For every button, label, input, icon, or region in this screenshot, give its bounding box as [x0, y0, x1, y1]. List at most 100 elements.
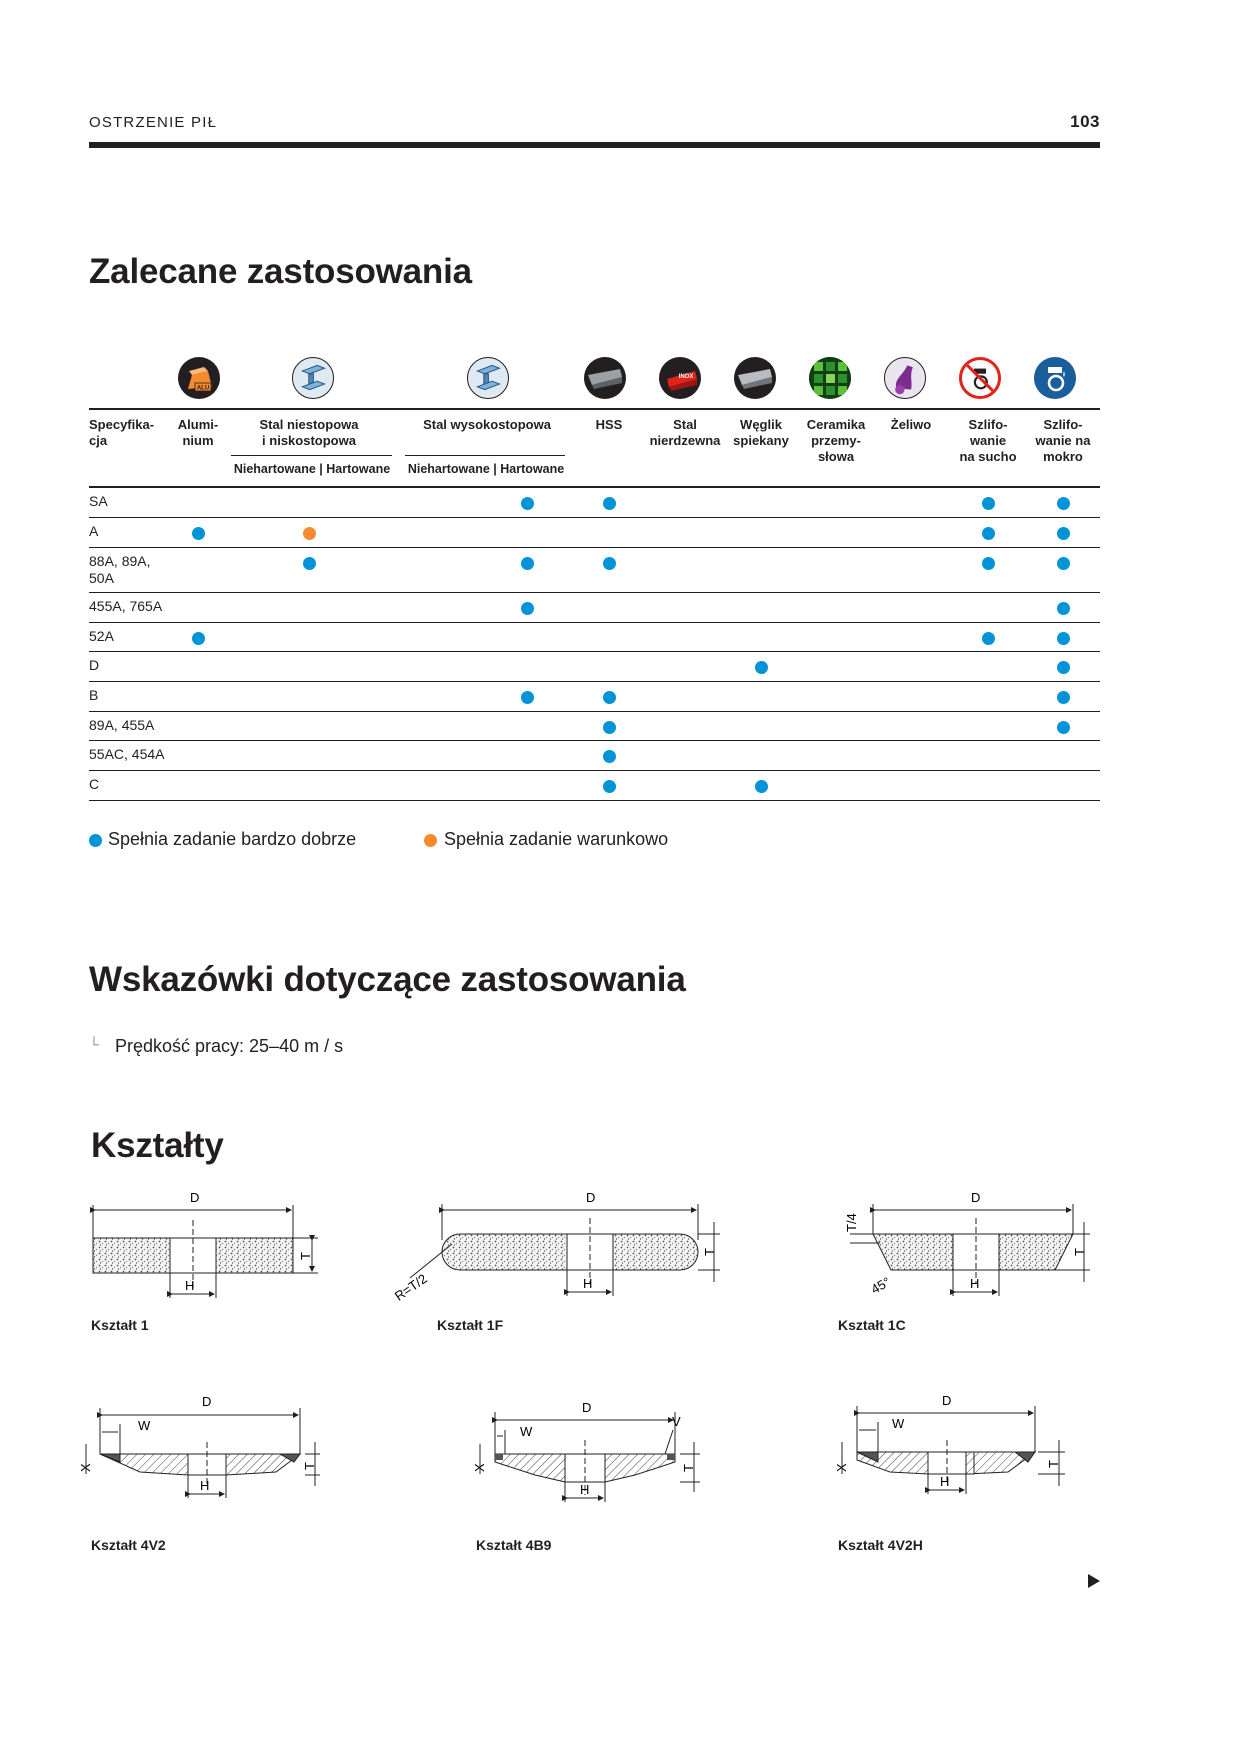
rating-good-dot — [1056, 557, 1070, 570]
section-title-hints: Wskazówki dotyczące zastosowania — [89, 960, 686, 999]
cast-iron-icon — [884, 357, 926, 399]
column-header: Szlifo- wanie na mokro — [1035, 417, 1091, 464]
svg-text:T: T — [681, 1464, 696, 1472]
table-row-rule — [89, 711, 1100, 712]
rating-good-dot — [1056, 497, 1070, 510]
table-row-rule — [89, 622, 1100, 623]
column-header: Stal niestopowa i niskostopowa — [259, 417, 359, 448]
wet-grinding-icon — [1034, 357, 1076, 399]
dim-label-X: X — [80, 1463, 93, 1472]
shape-caption-1c: Kształt 1C — [838, 1317, 906, 1333]
inox-icon: INOX — [659, 357, 701, 399]
rating-good-dot — [981, 497, 995, 510]
column-header: Ceramika przemy- słowa — [806, 417, 866, 464]
row-spec-label: A — [89, 523, 99, 539]
row-spec-label: 88A, 89A, 50A — [89, 553, 151, 586]
column-header-spec: Specyfika- cja — [89, 417, 155, 448]
dim-label-T4: T/4 — [844, 1213, 859, 1232]
subheader-hardness-2: Niehartowane | Hartowane — [407, 462, 565, 476]
aluminium-icon: ALU — [178, 357, 220, 399]
rating-good-dot — [754, 661, 768, 674]
shape-1-drawing: D H T — [90, 1190, 318, 1298]
rating-good-dot — [602, 750, 616, 763]
rating-good-dot — [602, 557, 616, 570]
table-header-rule — [89, 486, 1100, 488]
dim-label-H: H — [185, 1278, 194, 1293]
svg-text:H: H — [970, 1276, 979, 1291]
shape-caption-1: Kształt 1 — [91, 1317, 149, 1333]
rating-good-dot — [1056, 661, 1070, 674]
dim-label-R: R=T/2 — [392, 1271, 430, 1304]
rating-good-dot — [520, 497, 534, 510]
legend-conditional-dot — [424, 834, 437, 847]
svg-text:INOX: INOX — [679, 374, 694, 380]
svg-text:W: W — [520, 1424, 533, 1439]
rating-good-dot — [602, 780, 616, 793]
page-number: 103 — [1070, 112, 1100, 131]
shape-caption-1f: Kształt 1F — [437, 1317, 504, 1333]
rating-good-dot — [981, 557, 995, 570]
shape-4v2-drawing: D W H X T — [80, 1394, 320, 1498]
rating-good-dot — [981, 527, 995, 540]
column-header: Szlifo- wanie na sucho — [959, 417, 1017, 464]
dim-label-T: T — [298, 1252, 313, 1260]
svg-text:D: D — [586, 1190, 595, 1205]
svg-text:X: X — [472, 1463, 487, 1472]
rating-conditional-dot — [302, 527, 316, 540]
rating-good-dot — [602, 691, 616, 704]
table-row-rule — [89, 517, 1100, 518]
shape-drawings: D H T D H T R=T/2 — [80, 1190, 1090, 1502]
dim-label-angle: 45° — [868, 1274, 893, 1297]
shape-4b9-drawing: D W H X T V — [472, 1400, 700, 1502]
table-row-rule — [89, 592, 1100, 593]
svg-text:H: H — [200, 1478, 209, 1493]
high-alloy-steel-beam-icon — [467, 357, 509, 399]
legend-good-label: Spełnia zadanie bardzo dobrze — [108, 829, 357, 849]
table-row-rule — [89, 800, 1100, 801]
column-header: Stal wysokostopowa — [423, 417, 551, 432]
table-row-rule — [89, 651, 1100, 652]
list-bullet-icon: └ — [89, 1036, 99, 1052]
shape-caption-4v2: Kształt 4V2 — [91, 1537, 166, 1553]
svg-text:D: D — [582, 1400, 591, 1415]
rating-good-dot — [191, 527, 205, 540]
svg-text:T: T — [1072, 1248, 1087, 1256]
dim-label-V: V — [672, 1414, 681, 1429]
steel-beam-icon — [292, 357, 334, 399]
rating-good-dot — [302, 557, 316, 570]
shape-1c-drawing: D H T T/4 45° — [844, 1190, 1090, 1297]
svg-text:D: D — [202, 1394, 211, 1409]
svg-text:T: T — [302, 1462, 317, 1470]
svg-text:D: D — [971, 1190, 980, 1205]
svg-text:X: X — [834, 1463, 849, 1472]
table-row-rule — [89, 740, 1100, 741]
rating-good-dot — [1056, 527, 1070, 540]
row-spec-label: 55AC, 454A — [89, 746, 165, 762]
column-header: HSS — [595, 417, 623, 432]
row-spec-label: D — [89, 657, 100, 673]
rating-good-dot — [520, 557, 534, 570]
dry-grinding-icon — [959, 357, 1001, 399]
table-row-rule — [89, 547, 1100, 548]
svg-text:D: D — [942, 1393, 951, 1408]
svg-text:H: H — [940, 1474, 949, 1489]
table-row-rule — [89, 770, 1100, 771]
ceramic-icon — [809, 357, 851, 399]
shape-caption-4v2h: Kształt 4V2H — [838, 1537, 923, 1553]
row-spec-label: C — [89, 776, 100, 792]
column-header: Żeliwo — [890, 417, 932, 432]
rating-good-dot — [1056, 632, 1070, 645]
column-header: Stal nierdzewna — [649, 417, 721, 448]
rating-good-dot — [602, 721, 616, 734]
rating-good-dot — [520, 602, 534, 615]
row-spec-label: B — [89, 687, 99, 703]
next-page-arrow-icon[interactable] — [1088, 1574, 1100, 1593]
svg-text:H: H — [580, 1482, 589, 1497]
section-label: OSTRZENIE PIŁ — [89, 114, 218, 131]
column-header: Węglik spiekany — [733, 417, 789, 448]
rating-good-dot — [191, 632, 205, 645]
section-title-recommended: Zalecane zastosowania — [89, 252, 472, 291]
shape-1f-drawing: D H T R=T/2 — [392, 1190, 720, 1304]
hint-item: Prędkość pracy: 25–40 m / s — [115, 1036, 344, 1056]
rating-good-dot — [1056, 691, 1070, 704]
